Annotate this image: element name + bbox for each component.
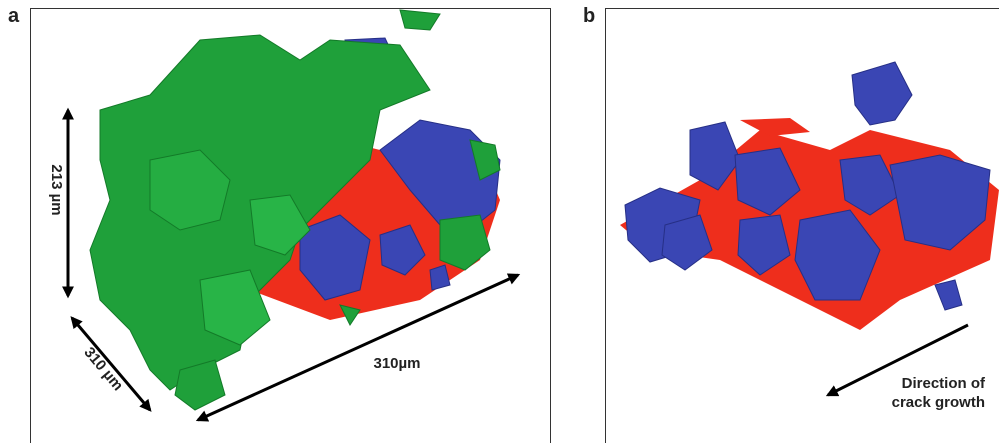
panel-frame	[30, 8, 551, 443]
arrow	[70, 316, 152, 412]
arrow	[195, 273, 521, 422]
panel-label: b	[583, 5, 595, 27]
caption: crack growth	[892, 394, 985, 411]
rendering	[89, 9, 501, 411]
rendering	[620, 61, 999, 330]
panel-a: a 213 µm 310 µm 310µm	[8, 5, 551, 443]
dimension-label: 310 µm	[80, 344, 126, 394]
panel-b: b Direction of crack growth	[583, 5, 999, 443]
dimension-label: 213 µm	[48, 164, 65, 215]
scale-arrows	[62, 107, 521, 422]
dimension-label: 310µm	[373, 355, 420, 372]
arrow	[825, 323, 969, 397]
caption: Direction of	[902, 375, 986, 392]
panel-frame	[605, 8, 999, 443]
panel-label: a	[8, 5, 20, 27]
